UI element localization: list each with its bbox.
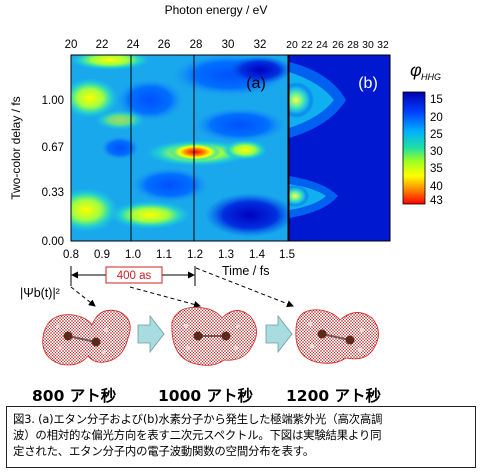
- orbital-image-1200: [295, 309, 379, 364]
- x-tick-label: 0.9: [94, 249, 110, 261]
- x-tick-labels: 0.8 0.9 1.0 1.1 1.2 1.3 1.4 1.5: [63, 249, 295, 261]
- block-arrow-icon: [137, 314, 165, 354]
- y-tick-label: 0.67: [42, 142, 64, 154]
- x-axis-title: Time / fs: [222, 264, 269, 278]
- interval-box: [105, 266, 163, 284]
- colorbar-tick-label: 35: [430, 163, 443, 175]
- colorbar-tick-label: 15: [430, 94, 443, 106]
- top-tick-label: 22: [96, 39, 109, 51]
- pointer-arrow-1000: [129, 286, 201, 308]
- wavefunction-label: |Ψb(t)|²: [20, 286, 60, 300]
- orbital-image-1000: [171, 306, 257, 366]
- pointer-arrow-800: [70, 286, 96, 307]
- x-tick-label: 1.0: [125, 249, 141, 261]
- top-tick-label: 32: [377, 39, 389, 51]
- time-label-1000: 1000 アト秒: [158, 387, 254, 405]
- y-tick-labels: 1.00 0.67 0.33 0.00: [42, 95, 64, 248]
- interval-label: 400 as: [117, 270, 152, 282]
- x-tick-label: 1.4: [249, 249, 266, 261]
- y-tick-label: 0.33: [42, 187, 64, 199]
- top-tick-label: 22: [301, 39, 313, 51]
- colorbar-tick-label: 30: [430, 146, 443, 158]
- caption-line: 波）の相対的な偏光方向を表す二次元スペクトル。下図は実験結果より同: [13, 428, 382, 442]
- colorbar-subscript: HHG: [421, 72, 441, 82]
- panel-a-frame: [70, 54, 289, 242]
- y-tick-label: 1.00: [42, 95, 64, 107]
- time-label-800: 800 アト秒: [32, 387, 117, 405]
- top-tick-label: 30: [222, 39, 235, 51]
- y-tick-label: 0.00: [42, 236, 64, 248]
- top-tick-labels-a: 20 22 24 26 28 30 32: [65, 39, 267, 51]
- colorbar-tick-label: 25: [430, 129, 443, 141]
- panel-b-label: (b): [358, 75, 378, 92]
- y-axis-title: Two-color delay / fs: [9, 96, 23, 199]
- figure-caption: 図3. (a)エタン分子および(b)水素分子から発生した極端紫外光（高次高調 波…: [6, 406, 476, 468]
- x-tick-label: 1.2: [187, 249, 203, 261]
- colorbar-tick-label: 40: [430, 181, 443, 193]
- x-tick-label: 1.5: [279, 249, 295, 261]
- top-tick-label: 30: [362, 39, 374, 51]
- panel-b-frame: [288, 54, 391, 242]
- top-tick-label: 20: [65, 39, 78, 51]
- top-tick-label: 20: [286, 39, 298, 51]
- pointer-arrow-1200: [195, 267, 294, 308]
- top-tick-labels-b: 20 22 24 26 28 30 32: [286, 39, 389, 51]
- panel-a-label: (a): [246, 75, 266, 92]
- caption-line: 定された、エタン分子内の電子波動関数の空間分布を表す。: [13, 444, 315, 458]
- colorbar-tick-label: 20: [430, 112, 443, 124]
- top-tick-label: 28: [347, 39, 359, 51]
- top-tick-label: 32: [254, 39, 267, 51]
- x-tick-label: 0.8: [63, 249, 79, 261]
- time-label-1200: 1200 アト秒: [286, 387, 382, 405]
- top-axis-title: Photon energy / eV: [165, 3, 268, 17]
- block-arrow-icon: [265, 314, 293, 354]
- x-tick-label: 1.3: [218, 249, 234, 261]
- x-tick-label: 1.1: [156, 249, 172, 261]
- orbital-image-800: [42, 309, 131, 366]
- top-tick-label: 24: [316, 39, 328, 51]
- heatmap-panel-a: [71, 55, 288, 241]
- top-tick-label: 28: [190, 39, 203, 51]
- top-tick-label: 26: [332, 39, 344, 51]
- colorbar: [402, 91, 426, 205]
- heatmap-panel-b: [289, 55, 390, 241]
- colorbar-tick-label: 43: [430, 195, 443, 207]
- top-tick-label: 24: [127, 39, 140, 51]
- colorbar-tick-labels: 15 20 25 30 35 40 43: [430, 94, 443, 207]
- top-tick-label: 26: [158, 39, 171, 51]
- colorbar-title: φ: [410, 60, 422, 80]
- caption-line: 図3. (a)エタン分子および(b)水素分子から発生した極端紫外光（高次高調: [13, 412, 383, 426]
